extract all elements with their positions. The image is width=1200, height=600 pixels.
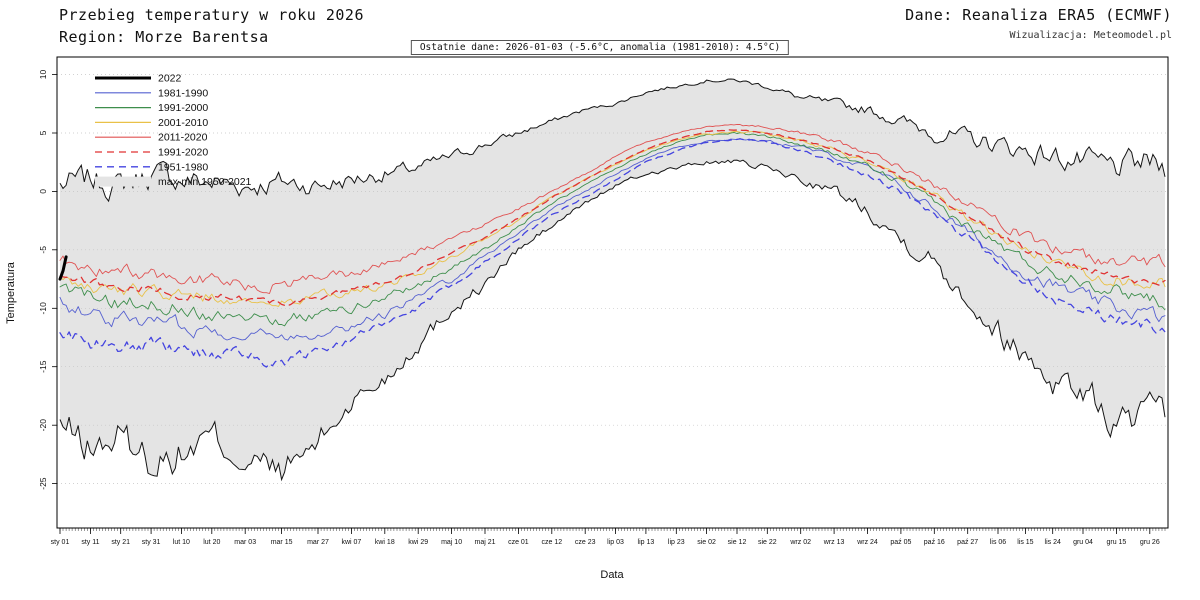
legend-label: 2011-2020 <box>158 132 208 144</box>
legend-band-swatch <box>95 176 151 187</box>
x-tick-label: sie 22 <box>758 539 777 546</box>
y-tick-label: 10 <box>38 70 48 80</box>
x-tick-label: cze 12 <box>541 539 562 546</box>
x-tick-label: kwi 29 <box>408 539 428 546</box>
x-tick-label: sie 02 <box>697 539 716 546</box>
y-tick-label: -10 <box>38 302 48 315</box>
legend-label: 1951-1980 <box>158 161 208 173</box>
x-tick-label: sty 31 <box>142 539 161 546</box>
x-tick-label: sty 01 <box>51 539 70 546</box>
x-tick-label: maj 10 <box>441 539 462 546</box>
legend-band-label: max-min 1950-2021 <box>158 176 252 188</box>
legend-label: 2001-2010 <box>158 117 208 129</box>
last-data-badge: Ostatnie dane: 2026-01-03 (-5.6°C, anoma… <box>410 40 790 55</box>
page-title: Przebieg temperatury w roku 2026 <box>59 6 364 24</box>
legend-label: 2022 <box>158 73 182 85</box>
x-tick-label: lis 24 <box>1045 539 1061 546</box>
x-tick-label: cze 23 <box>575 539 596 546</box>
y-tick-label: -20 <box>38 419 48 432</box>
x-tick-label: wrz 13 <box>823 539 845 546</box>
x-tick-label: wrz 24 <box>856 539 878 546</box>
x-tick-label: sty 21 <box>111 539 130 546</box>
x-tick-label: mar 03 <box>234 539 256 546</box>
series-line-1951-1980 <box>59 138 1166 368</box>
x-axis-label: Data <box>600 569 624 581</box>
y-tick-label: 5 <box>38 130 48 135</box>
series-line-1991-2000 <box>59 131 1166 327</box>
legend-label: 1991-2000 <box>158 102 208 114</box>
x-tick-label: mar 15 <box>271 539 293 546</box>
x-tick-label: sie 12 <box>728 539 747 546</box>
x-tick-label: lut 10 <box>173 539 190 546</box>
x-tick-label: gru 04 <box>1073 539 1093 546</box>
x-tick-label: kwi 07 <box>341 539 361 546</box>
legend-label: 1991-2020 <box>158 147 208 159</box>
x-tick-label: paź 27 <box>957 539 978 546</box>
series-line-1991-2020 <box>59 129 1166 307</box>
visualization-credit: Wizualizacja: Meteomodel.pl <box>1009 30 1172 41</box>
x-tick-label: lis 06 <box>990 539 1006 546</box>
x-tick-label: sty 11 <box>81 539 99 546</box>
band-max-line <box>59 78 1166 203</box>
series-line-2011-2020 <box>59 123 1166 294</box>
x-tick-label: lip 23 <box>668 539 685 546</box>
x-tick-label: maj 21 <box>474 539 495 546</box>
series-line-2022 <box>58 255 68 281</box>
x-tick-label: mar 27 <box>307 539 329 546</box>
region-subtitle: Region: Morze Barentsa <box>59 28 269 46</box>
x-tick-label: paź 16 <box>924 539 945 546</box>
x-tick-label: lut 20 <box>203 539 220 546</box>
x-tick-label: lis 15 <box>1017 539 1033 546</box>
x-tick-label: lip 03 <box>607 539 624 546</box>
y-tick-label: -25 <box>38 477 48 490</box>
legend-label: 1981-1990 <box>158 87 208 99</box>
y-tick-label: 0 <box>38 189 48 194</box>
band-min-line <box>59 159 1166 482</box>
x-tick-label: gru 15 <box>1106 539 1126 546</box>
x-tick-label: kwi 18 <box>375 539 395 546</box>
x-tick-label: paź 05 <box>890 539 911 546</box>
data-source-label: Dane: Reanaliza ERA5 (ECMWF) <box>905 6 1172 24</box>
x-tick-label: cze 01 <box>508 539 529 546</box>
x-tick-label: gru 26 <box>1140 539 1160 546</box>
y-tick-label: -15 <box>38 360 48 373</box>
y-axis-label: Temperatura <box>5 261 17 324</box>
y-tick-label: -5 <box>38 246 48 254</box>
x-tick-label: wrz 02 <box>789 539 811 546</box>
x-tick-label: lip 13 <box>638 539 655 546</box>
